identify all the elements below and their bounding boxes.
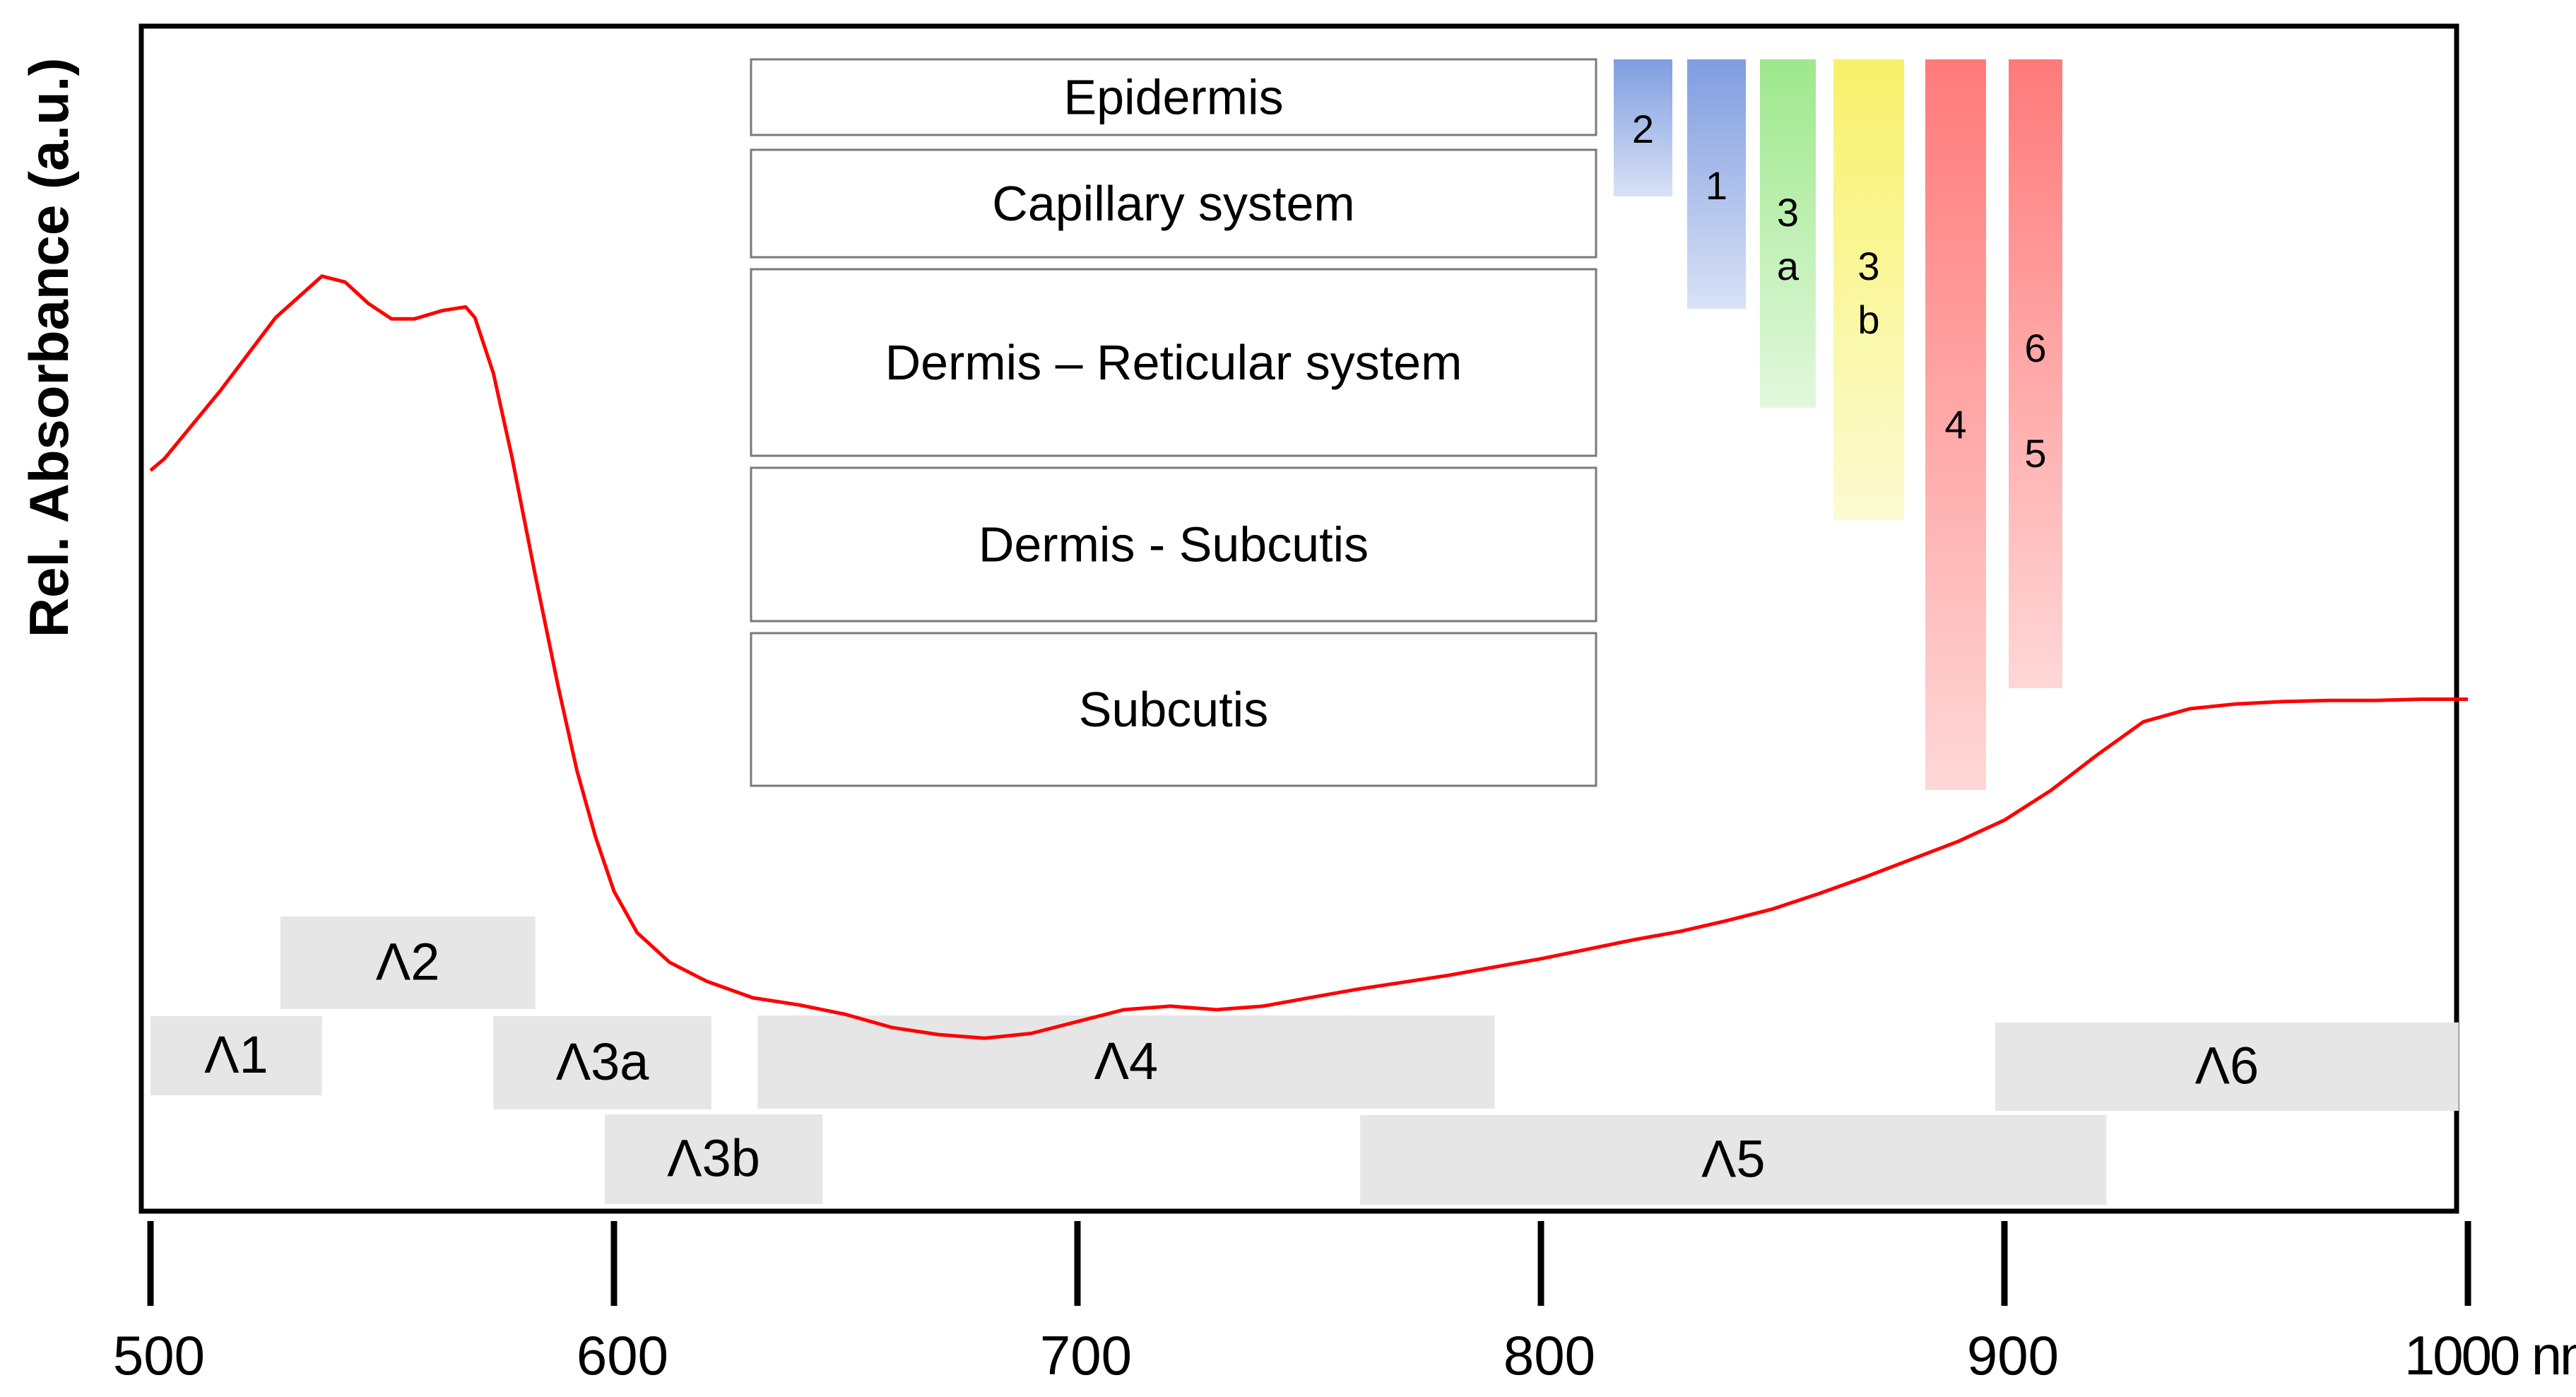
penetration-bar-6-5 bbox=[2009, 59, 2062, 688]
penetration-bar-4 bbox=[1925, 59, 1986, 790]
band-3b-label: Λ3b bbox=[667, 1129, 760, 1188]
band-3b-box bbox=[604, 1114, 823, 1204]
penetration-bar-4-label: 4 bbox=[1944, 402, 1966, 447]
band-5-box bbox=[1360, 1115, 2107, 1205]
penetration-bar-1 bbox=[1687, 59, 1746, 309]
layer-dermis-subcutis-label: Dermis - Subcutis bbox=[979, 517, 1369, 572]
band-1-box bbox=[150, 1016, 322, 1095]
wavelength-bands: Λ1 Λ2 Λ3a Λ3b Λ4 Λ5 Λ6 bbox=[150, 916, 2459, 1205]
band-5-label: Λ5 bbox=[1701, 1130, 1766, 1189]
layer-dermis-reticular-system-label: Dermis – Reticular system bbox=[885, 335, 1463, 390]
penetration-bar-2-label: 2 bbox=[1632, 107, 1654, 151]
band-2-box bbox=[280, 916, 536, 1009]
layer-capillary-system-label: Capillary system bbox=[992, 176, 1354, 231]
layer-epidermis-box bbox=[750, 58, 1597, 136]
penetration-bars: 2 1 3 a 3 b 4 6 5 bbox=[1614, 59, 2062, 790]
x-tick-label-800: 800 bbox=[1503, 1324, 1595, 1386]
layer-dermis-reticular-system-box bbox=[750, 268, 1597, 457]
y-axis-label: Rel. Absorbance (a.u.) bbox=[18, 58, 80, 638]
penetration-bar-2 bbox=[1614, 59, 1672, 196]
x-tick-label-1000: 1000 nm bbox=[2404, 1324, 2576, 1386]
band-3a-box bbox=[493, 1016, 711, 1109]
x-tick-label-900: 900 bbox=[1967, 1324, 2059, 1386]
layer-dermis-subcutis-box bbox=[750, 466, 1597, 623]
absorbance-curve-group bbox=[149, 274, 2468, 1040]
skin-layer-boxes: Epidermis Capillary system Dermis – Reticu… bbox=[750, 58, 1597, 787]
penetration-bar-1-label: 1 bbox=[1706, 163, 1727, 208]
layer-epidermis-label: Epidermis bbox=[1063, 70, 1283, 125]
x-tick-label-600: 600 bbox=[577, 1324, 668, 1386]
band-6-label: Λ6 bbox=[2195, 1037, 2259, 1095]
plot-frame bbox=[138, 23, 2459, 1214]
layer-subcutis-box bbox=[750, 632, 1597, 787]
x-axis: 500 600 700 800 900 1000 nm bbox=[113, 1221, 2576, 1386]
band-6-box bbox=[1995, 1022, 2459, 1111]
band-1-label: Λ1 bbox=[204, 1025, 268, 1084]
x-tick-label-500: 500 bbox=[113, 1324, 205, 1386]
band-2-label: Λ2 bbox=[376, 933, 440, 991]
band-3a-label: Λ3a bbox=[556, 1032, 650, 1091]
penetration-bar-3-b bbox=[1833, 59, 1904, 520]
band-4-label: Λ4 bbox=[1094, 1032, 1159, 1090]
layer-subcutis-label: Subcutis bbox=[1079, 682, 1268, 737]
absorbance-curve bbox=[149, 274, 2468, 1040]
band-4-box bbox=[757, 1015, 1495, 1109]
layer-capillary-system-box bbox=[750, 148, 1597, 259]
x-tick-label-700: 700 bbox=[1040, 1324, 1132, 1386]
penetration-bar-3-a bbox=[1760, 59, 1816, 408]
